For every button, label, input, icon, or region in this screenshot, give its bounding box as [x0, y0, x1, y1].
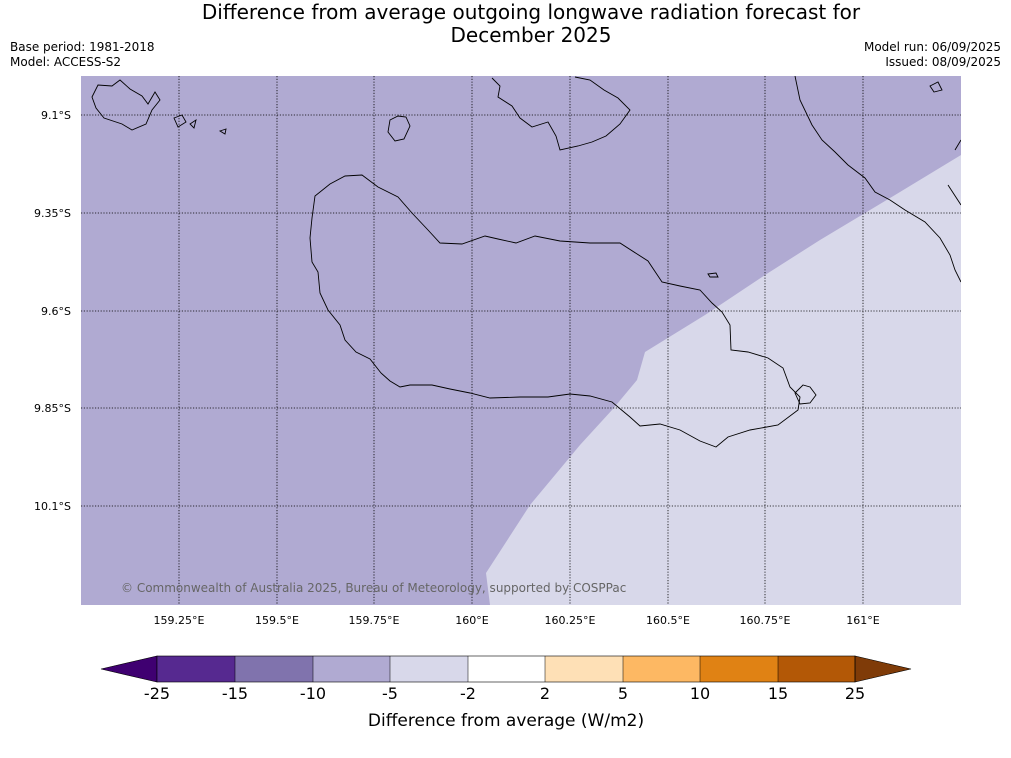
- northwest-islet-2: [189, 118, 197, 129]
- region-minus5-to-minus2: [486, 155, 961, 605]
- colorbar-extend-low: [100, 655, 158, 683]
- lon-label-160-25: 160.25°E: [545, 614, 596, 627]
- copyright-text: © Commonwealth of Australia 2025, Bureau…: [121, 581, 626, 595]
- northwest-coast: [91, 79, 161, 131]
- colorbar-bin-minus5-minus2: [390, 656, 468, 682]
- colorbar-bin-minus25-minus15: [157, 656, 235, 682]
- northwest-islet-3: [218, 128, 227, 135]
- colorbar-extend-high: [854, 655, 912, 683]
- lat-label-9-85: 9.85°S: [34, 402, 71, 415]
- lat-label-9-6: 9.6°S: [41, 305, 71, 318]
- main-island-coast: [309, 174, 801, 448]
- colorbar-bin-2-5: [545, 656, 623, 682]
- colorbar-tick-25: 25: [845, 684, 865, 703]
- graticule: [81, 76, 961, 605]
- title-line-2: December 2025: [450, 23, 612, 47]
- east-edge-coast: [947, 139, 961, 206]
- lat-label-9-35: 9.35°S: [34, 207, 71, 220]
- colorbar-frame: [156, 655, 856, 683]
- colorbar-bin-minus15-minus10: [235, 656, 313, 682]
- colorbar-tick-minus5: -5: [382, 684, 398, 703]
- lon-label-160-5: 160.5°E: [646, 614, 690, 627]
- map-title: Difference from average outgoing longwav…: [0, 1, 1011, 47]
- northeast-islet: [929, 81, 943, 93]
- lon-label-160: 160°E: [455, 614, 488, 627]
- colorbar-bin-minus2-2: [468, 656, 545, 682]
- lon-label-159-5: 159.5°E: [255, 614, 299, 627]
- colorbar-dividers: [234, 656, 779, 682]
- lon-label-159-75: 159.75°E: [349, 614, 400, 627]
- northeast-coast: [794, 76, 961, 283]
- meta-left: Base period: 1981-2018 Model: ACCESS-S2: [10, 40, 155, 70]
- meta-right: Model run: 06/09/2025 Issued: 08/09/2025: [864, 40, 1001, 70]
- north-islet-coast: [387, 115, 411, 142]
- north-central-coast: [491, 76, 631, 151]
- model-name: Model: ACCESS-S2: [10, 55, 122, 69]
- coastlines: [91, 76, 961, 448]
- lon-label-161: 161°E: [846, 614, 879, 627]
- small-islet-coast: [707, 272, 719, 278]
- colorbar-tick-minus2: -2: [460, 684, 476, 703]
- lat-labels: 9.1°S 9.35°S 9.6°S 9.85°S 10.1°S: [34, 109, 71, 513]
- issued-date: Issued: 08/09/2025: [885, 55, 1001, 69]
- title-line-1: Difference from average outgoing longwav…: [201, 0, 861, 24]
- base-period: Base period: 1981-2018: [10, 40, 155, 54]
- colorbar-bin-5-10: [623, 656, 700, 682]
- colorbar-tick-5: 5: [618, 684, 628, 703]
- colorbar-ticks: -25 -15 -10 -5 -2 2 5 10 15 25: [144, 684, 865, 703]
- lat-label-10-1: 10.1°S: [34, 500, 71, 513]
- colorbar-tick-minus15: -15: [222, 684, 248, 703]
- map-field: © Commonwealth of Australia 2025, Bureau…: [81, 76, 961, 605]
- model-run: Model run: 06/09/2025: [863, 40, 1001, 54]
- lon-label-160-75: 160.75°E: [740, 614, 791, 627]
- lon-labels: 159.25°E 159.5°E 159.75°E 160°E 160.25°E…: [154, 614, 880, 627]
- lat-label-9-1: 9.1°S: [41, 109, 71, 122]
- colorbar-bin-15-25: [778, 656, 855, 682]
- east-islet-coast: [794, 384, 817, 405]
- colorbar-title: Difference from average (W/m2): [368, 711, 644, 731]
- colorbar-bin-minus10-minus5: [313, 656, 390, 682]
- colorbar-tick-minus25: -25: [144, 684, 170, 703]
- colorbar-tick-10: 10: [690, 684, 710, 703]
- colorbar: -25 -15 -10 -5 -2 2 5 10 15 25 Differenc…: [100, 655, 912, 731]
- colorbar-tick-15: 15: [768, 684, 788, 703]
- lon-label-159-25: 159.25°E: [154, 614, 205, 627]
- colorbar-bin-10-15: [700, 656, 778, 682]
- colorbar-tick-2: 2: [540, 684, 550, 703]
- colorbar-tick-minus10: -10: [300, 684, 326, 703]
